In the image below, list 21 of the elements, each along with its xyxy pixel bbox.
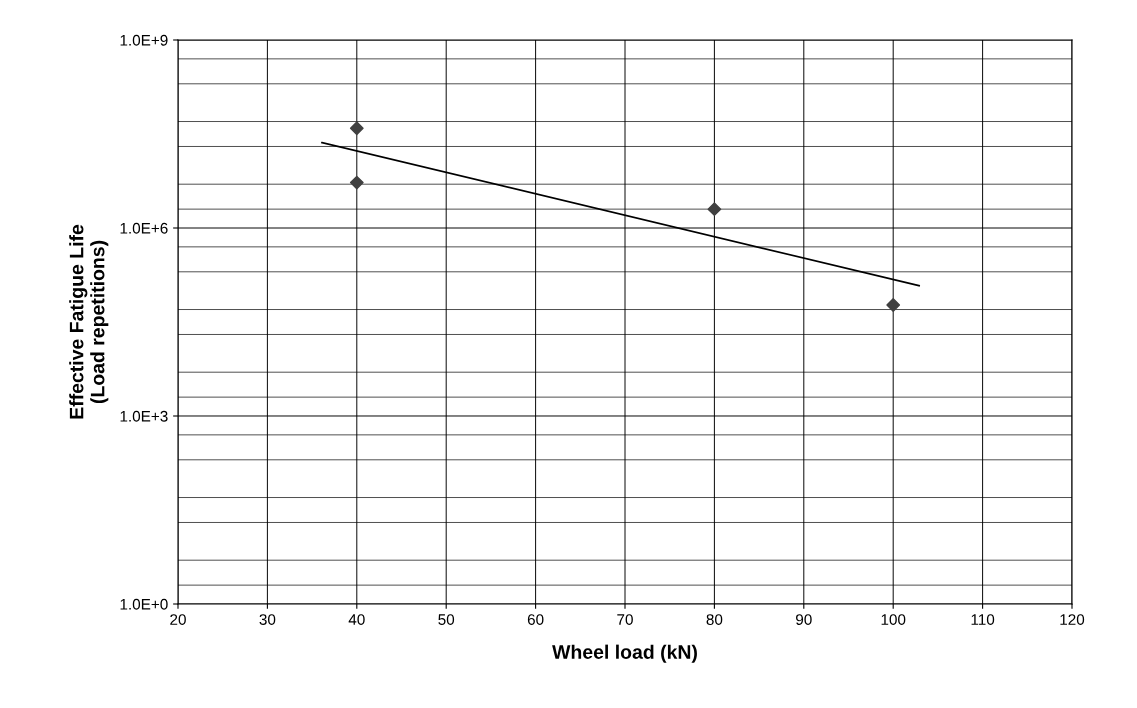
y-tick-label: 1.0E+3 — [120, 410, 168, 422]
x-tick-label: 50 — [438, 614, 455, 625]
x-tick-label: 100 — [881, 614, 906, 625]
x-tick-label: 40 — [348, 614, 365, 625]
y-axis-title: Effective Fatigue Life (Load repetitions) — [69, 224, 109, 419]
x-axis-title: Wheel load (kN) — [552, 644, 697, 663]
y-tick-label: 1.0E+9 — [120, 34, 168, 46]
x-tick-label: 20 — [170, 614, 186, 625]
x-tick-label: 80 — [706, 614, 723, 625]
point — [707, 202, 722, 217]
x-tick-label: 90 — [796, 614, 812, 625]
x-tick-label: 110 — [971, 614, 995, 625]
point — [886, 298, 901, 312]
x-tick-label: 70 — [617, 614, 633, 625]
point — [349, 121, 364, 136]
point — [349, 175, 364, 190]
x-tick-label: 30 — [259, 614, 276, 625]
x-tick-label: 60 — [527, 614, 544, 625]
y-tick-label: 1.0E+0 — [120, 598, 168, 610]
y-tick-label: 1.0E+6 — [120, 222, 168, 234]
x-tick-label: 120 — [1060, 614, 1085, 625]
